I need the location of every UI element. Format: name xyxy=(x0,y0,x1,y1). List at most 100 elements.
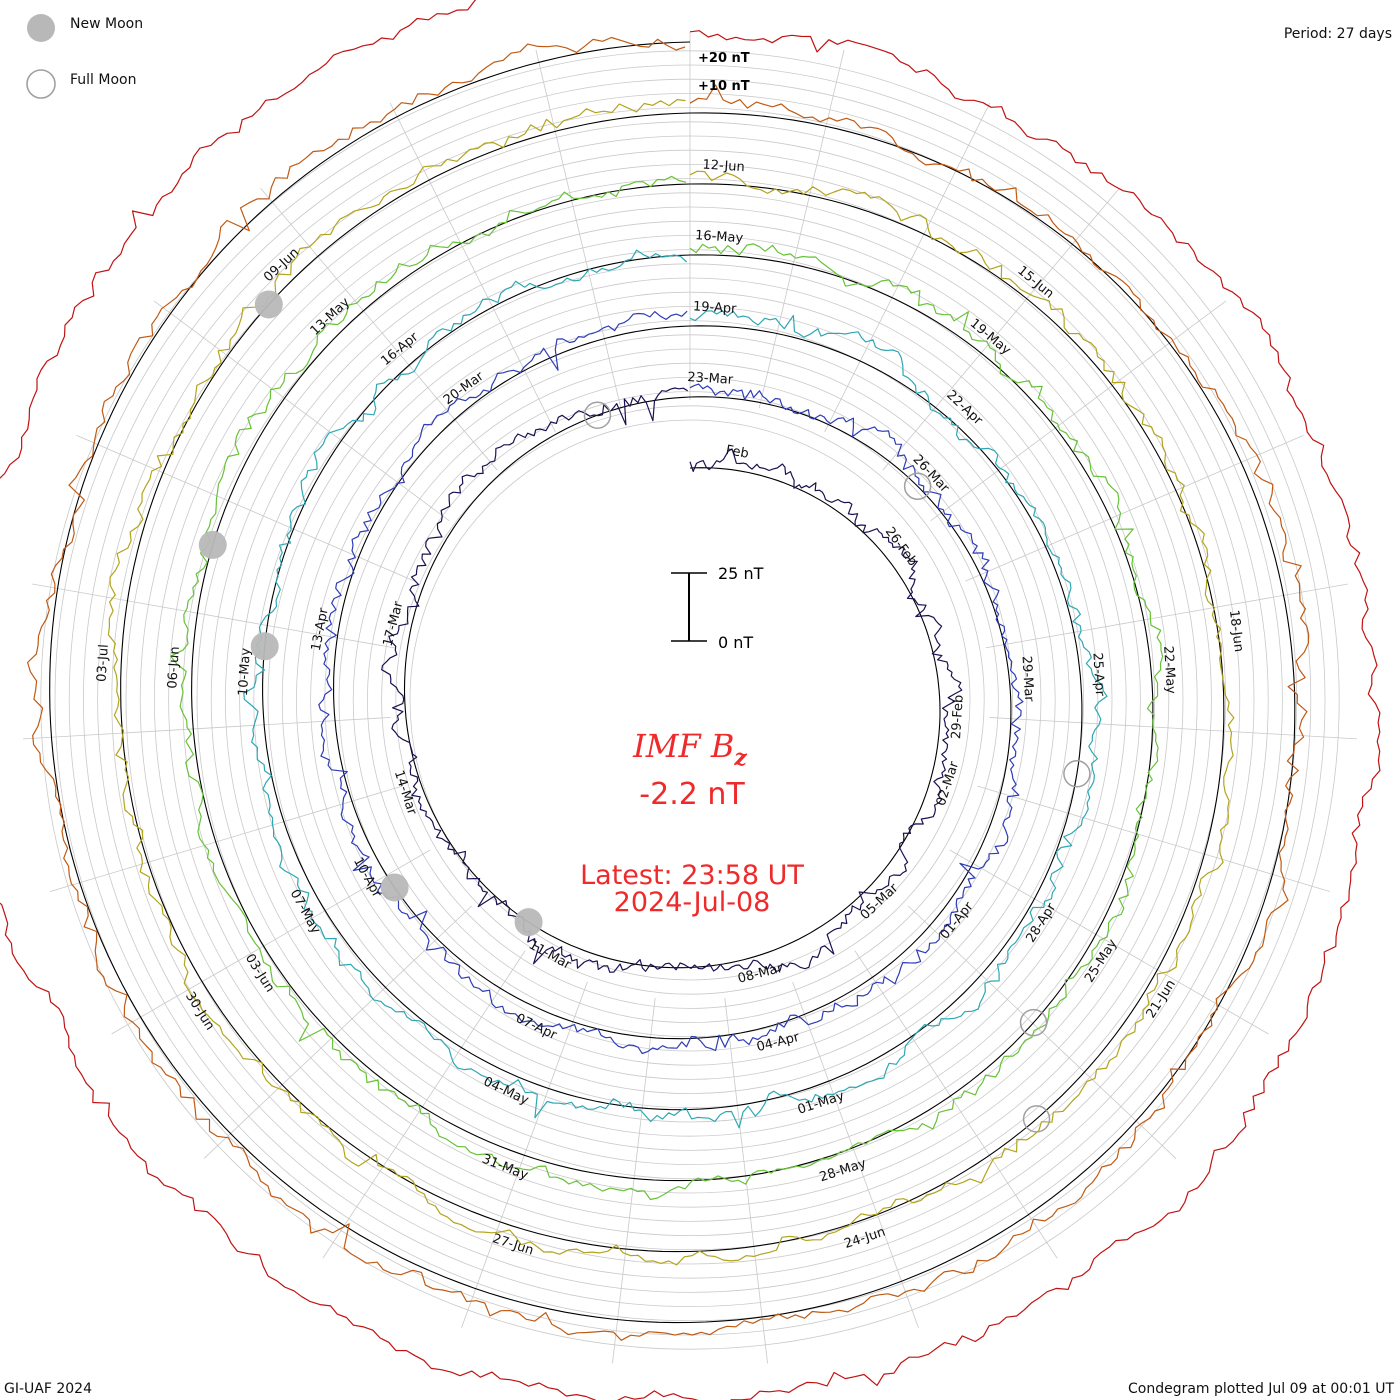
date-label: 01-May xyxy=(796,1089,847,1118)
grid-spoke xyxy=(389,102,556,433)
date-label: 20-Mar xyxy=(441,369,487,408)
date-label: 19-Apr xyxy=(693,299,738,317)
date-label: 13-May xyxy=(308,295,354,339)
grid-spoke xyxy=(724,997,768,1364)
grid-circle xyxy=(366,376,1014,1024)
bz-trace-3 xyxy=(243,249,1108,1129)
date-label: 05-Mar xyxy=(858,880,902,923)
full-moon-marker xyxy=(903,472,932,501)
footer-left: GI-UAF 2024 xyxy=(4,1381,92,1397)
bz-trace-4 xyxy=(170,175,1164,1201)
grid-spoke xyxy=(153,300,450,522)
grid-circle xyxy=(395,405,985,995)
grid-spoke xyxy=(989,717,1357,740)
date-label: 04-Apr xyxy=(755,1030,801,1055)
grid-spoke xyxy=(977,785,1331,892)
latest-date: 2024-Jul-08 xyxy=(614,887,771,918)
date-label: 26-Feb xyxy=(882,524,920,569)
grid-spoke xyxy=(930,300,1227,522)
grid-spokes xyxy=(23,32,1357,1364)
new-moon-legend-icon xyxy=(27,14,55,42)
legend-full-moon-label: Full Moon xyxy=(70,72,136,88)
scale-bar: 25 nT 0 nT xyxy=(671,564,764,652)
date-label: 29-Mar xyxy=(1018,655,1036,702)
new-moon-marker xyxy=(254,290,283,319)
legend-new-moon-label: New Moon xyxy=(70,16,143,32)
date-label: 29-Feb xyxy=(949,694,967,739)
date-label: 22-May xyxy=(1160,645,1178,694)
ref-label-10: +10 nT xyxy=(698,79,750,94)
date-label: 30-Jun xyxy=(182,989,217,1033)
date-label: 25-May xyxy=(1082,936,1121,985)
date-label: 28-May xyxy=(818,1156,869,1185)
date-label: 22-Apr xyxy=(943,388,985,429)
new-moon-marker xyxy=(250,632,279,661)
date-label: Feb xyxy=(724,443,749,462)
full-moon-legend-icon xyxy=(26,69,56,99)
grid-spoke xyxy=(23,717,391,740)
title-main: IMF B xyxy=(632,727,734,765)
grid-spoke xyxy=(882,188,1120,471)
grid-spoke xyxy=(260,188,498,471)
date-label: 03-Jul xyxy=(95,644,112,683)
date-label: 06-Jun xyxy=(165,646,183,689)
grid-spoke xyxy=(322,950,526,1259)
bz-trace-2 xyxy=(318,310,1024,1055)
moon-markers xyxy=(198,290,1091,1133)
date-label: 15-Jun xyxy=(1014,263,1056,302)
current-value: -2.2 nT xyxy=(639,777,745,812)
grid-spoke xyxy=(535,49,622,409)
bz-trace-5 xyxy=(107,99,1235,1266)
spiral-baseline xyxy=(49,41,1296,1324)
grid-spoke xyxy=(612,997,656,1364)
date-label: 23-Mar xyxy=(687,370,734,388)
grid-spoke xyxy=(985,583,1348,649)
date-label: 02-Mar xyxy=(934,759,963,808)
spiral-baselines xyxy=(49,41,1296,1324)
new-moon-marker xyxy=(514,908,543,937)
grid-circle xyxy=(267,277,1113,1123)
grid-circle xyxy=(324,334,1056,1066)
date-label: 31-May xyxy=(480,1152,531,1184)
grid-spoke xyxy=(792,981,919,1328)
new-moon-marker xyxy=(380,873,409,902)
date-label: 18-Jun xyxy=(1226,609,1246,653)
date-label: 24-Jun xyxy=(842,1225,887,1252)
full-moon-marker xyxy=(1063,760,1091,788)
footer-right: Condegram plotted Jul 09 at 00:01 UT xyxy=(1128,1381,1394,1397)
grid-spoke xyxy=(854,950,1058,1259)
grid-spoke xyxy=(111,849,431,1035)
date-label: 12-Jun xyxy=(702,157,745,175)
ref-label-20: +20 nT xyxy=(698,51,750,66)
scale-top-label: 25 nT xyxy=(718,564,764,583)
chart-title: IMF Bz xyxy=(632,727,747,771)
period-label: Period: 27 days xyxy=(1284,26,1392,42)
bz-trace-1 xyxy=(381,387,963,973)
date-label: 03-Jun xyxy=(242,951,277,995)
latest-time: Latest: 23:58 UT xyxy=(580,860,804,891)
grid-spoke xyxy=(49,785,403,892)
grid-spoke xyxy=(203,905,473,1159)
grid-circle xyxy=(409,419,971,981)
full-moon-marker xyxy=(583,401,612,429)
bz-trace-6 xyxy=(27,36,1310,1341)
grid-spoke xyxy=(32,583,395,649)
full-moon-marker xyxy=(1019,1008,1048,1037)
date-label: 17-Mar xyxy=(381,599,407,648)
grid-spoke xyxy=(949,849,1269,1035)
date-labels: Feb26-Feb29-Feb02-Mar05-Mar08-Mar11-Mar1… xyxy=(95,157,1247,1258)
date-label: 10-May xyxy=(236,647,254,696)
new-moon-marker xyxy=(198,530,227,559)
legend: New Moon Full Moon xyxy=(26,14,143,99)
grid-spoke xyxy=(965,435,1304,582)
grid-spoke xyxy=(824,102,991,433)
scale-bottom-label: 0 nT xyxy=(718,633,753,652)
date-label: 25-Apr xyxy=(1089,652,1107,697)
date-label: 16-May xyxy=(695,228,744,246)
full-moon-marker xyxy=(1022,1105,1051,1133)
grid-spoke xyxy=(758,49,845,409)
title-subscript: z xyxy=(733,745,747,771)
